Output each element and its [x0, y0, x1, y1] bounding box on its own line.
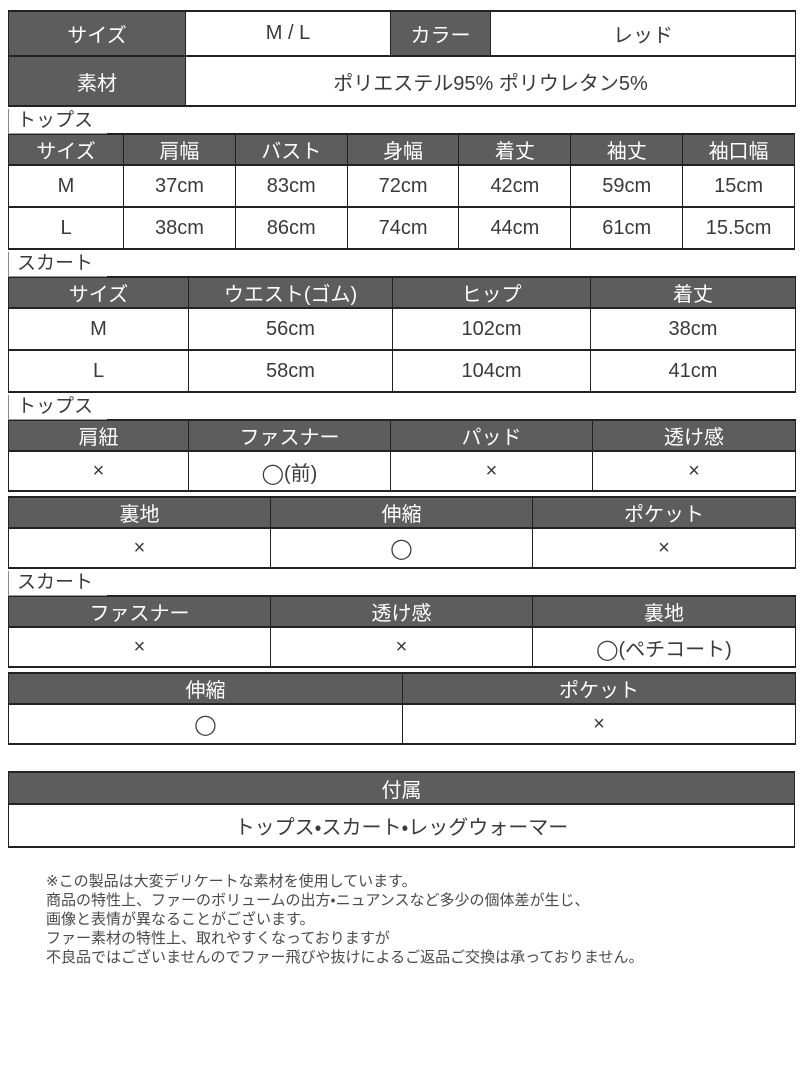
- header-cell: 着丈: [590, 276, 796, 309]
- header-cell: サイズ: [8, 276, 189, 309]
- note-line: 商品の特性上、ファーのボリュームの出方・ニュアンスなど多少の個体差が生じ、: [46, 892, 590, 909]
- header-cell: パッド: [390, 419, 593, 452]
- tops-size-table: サイズ 肩幅 バスト 身幅 着丈 袖丈 袖口幅 M 37cm 83cm 72cm…: [8, 133, 795, 250]
- data-cell: ◯(ペチコート): [532, 626, 796, 668]
- color-value-cell: レッド: [490, 10, 796, 57]
- header-cell: 裏地: [8, 496, 271, 529]
- section-row: トップス: [8, 393, 795, 420]
- size-header-cell: サイズ: [8, 10, 186, 57]
- header-cell: 裏地: [532, 595, 796, 628]
- data-cell: 58cm: [188, 349, 393, 393]
- data-cell: 42cm: [458, 164, 572, 208]
- header-cell: ヒップ: [392, 276, 591, 309]
- data-cell: 41cm: [590, 349, 796, 393]
- header-cell: 透け感: [270, 595, 533, 628]
- data-cell: ◯: [270, 527, 533, 569]
- skirt-feature-table-2: 伸縮 ポケット ◯ ×: [8, 672, 796, 745]
- header-cell: ポケット: [402, 672, 796, 705]
- data-cell: 104cm: [392, 349, 591, 393]
- table-row: L 38cm 86cm 74cm 44cm 61cm 15.5cm: [8, 206, 795, 250]
- table-row: × × ◯(ペチコート): [8, 626, 796, 668]
- data-cell: L: [8, 349, 189, 393]
- data-cell: 15.5cm: [682, 206, 795, 250]
- material-header-cell: 素材: [8, 55, 186, 107]
- data-cell: ×: [532, 527, 796, 569]
- section-label-tops: トップス: [8, 109, 108, 134]
- header-cell: 肩紐: [8, 419, 189, 452]
- note-line: 不良品ではございませんのでファー飛びや抜けによるご返品ご交換は承っておりません。: [46, 949, 644, 966]
- header-cell: 袖口幅: [682, 133, 795, 166]
- header-cell: ファスナー: [8, 595, 271, 628]
- section-label-skirt: スカート: [8, 571, 108, 596]
- table-row: M 56cm 102cm 38cm: [8, 307, 796, 351]
- data-cell: ×: [8, 626, 271, 668]
- header-cell: 袖丈: [570, 133, 684, 166]
- data-cell: 37cm: [123, 164, 236, 208]
- accessories-table: 付属 トップス・スカート・レッグウォーマー: [8, 771, 795, 848]
- accessories-header-cell: 付属: [8, 771, 795, 805]
- section-row: スカート: [8, 250, 795, 277]
- header-cell: 身幅: [346, 133, 460, 166]
- data-cell: ×: [8, 527, 271, 569]
- header-cell: ポケット: [532, 496, 796, 529]
- header-cell: 着丈: [458, 133, 572, 166]
- data-cell: M: [8, 164, 124, 208]
- header-cell: 伸縮: [8, 672, 403, 705]
- data-cell: 83cm: [234, 164, 348, 208]
- data-cell: L: [8, 206, 124, 250]
- data-cell: ◯(前): [188, 450, 391, 492]
- table-row: L 58cm 104cm 41cm: [8, 349, 796, 393]
- tops-feature-table-1: 肩紐 ファスナー パッド 透け感 × ◯(前) × ×: [8, 419, 796, 492]
- data-cell: ◯: [8, 703, 403, 745]
- header-cell: ウエスト(ゴム): [188, 276, 393, 309]
- table-row: トップス・スカート・レッグウォーマー: [8, 803, 795, 848]
- section-row: スカート: [8, 569, 795, 596]
- header-cell: 肩幅: [123, 133, 236, 166]
- note-line: ファー素材の特性上、取れやすくなっておりますが: [46, 930, 390, 947]
- data-cell: 61cm: [570, 206, 684, 250]
- skirt-feature-table-1: ファスナー 透け感 裏地 × × ◯(ペチコート): [8, 595, 796, 668]
- material-value-cell: ポリエステル95% ポリウレタン5%: [185, 55, 796, 107]
- header-cell: サイズ: [8, 133, 124, 166]
- header-cell: 伸縮: [270, 496, 533, 529]
- note-line: ※この製品は大変デリケートな素材を使用しています。: [46, 873, 417, 890]
- product-spec-page: サイズ M / L カラー レッド 素材 ポリエステル95% ポリウレタン5% …: [8, 10, 796, 967]
- data-cell: 74cm: [346, 206, 460, 250]
- data-cell: 72cm: [346, 164, 460, 208]
- data-cell: 44cm: [458, 206, 572, 250]
- data-cell: 102cm: [392, 307, 591, 351]
- tops-feature-table-2: 裏地 伸縮 ポケット × ◯ ×: [8, 496, 796, 569]
- table-row: ◯ ×: [8, 703, 796, 745]
- data-cell: ×: [390, 450, 593, 492]
- table-row: × ◯(前) × ×: [8, 450, 796, 492]
- color-header-cell: カラー: [390, 10, 491, 57]
- spec-table: サイズ M / L カラー レッド 素材 ポリエステル95% ポリウレタン5%: [8, 10, 796, 107]
- header-cell: 透け感: [592, 419, 796, 452]
- data-cell: 38cm: [123, 206, 236, 250]
- data-cell: ×: [402, 703, 796, 745]
- header-cell: バスト: [234, 133, 348, 166]
- header-cell: ファスナー: [188, 419, 391, 452]
- section-label-tops: トップス: [8, 395, 108, 420]
- data-cell: ×: [8, 450, 189, 492]
- note-line: 画像と表情が異なることがございます。: [46, 911, 315, 928]
- data-cell: M: [8, 307, 189, 351]
- table-row: M 37cm 83cm 72cm 42cm 59cm 15cm: [8, 164, 795, 208]
- data-cell: 56cm: [188, 307, 393, 351]
- product-notes: ※この製品は大変デリケートな素材を使用しています。 商品の特性上、ファーのボリュ…: [46, 872, 765, 967]
- section-label-skirt: スカート: [8, 252, 108, 277]
- data-cell: 86cm: [234, 206, 348, 250]
- data-cell: 59cm: [570, 164, 684, 208]
- data-cell: ×: [592, 450, 796, 492]
- table-row: × ◯ ×: [8, 527, 796, 569]
- data-cell: ×: [270, 626, 533, 668]
- section-row: トップス: [8, 107, 795, 134]
- skirt-size-table: サイズ ウエスト(ゴム) ヒップ 着丈 M 56cm 102cm 38cm L …: [8, 276, 796, 393]
- data-cell: 38cm: [590, 307, 796, 351]
- data-cell: 15cm: [682, 164, 795, 208]
- size-value-cell: M / L: [185, 10, 391, 57]
- accessories-value-cell: トップス・スカート・レッグウォーマー: [8, 803, 795, 848]
